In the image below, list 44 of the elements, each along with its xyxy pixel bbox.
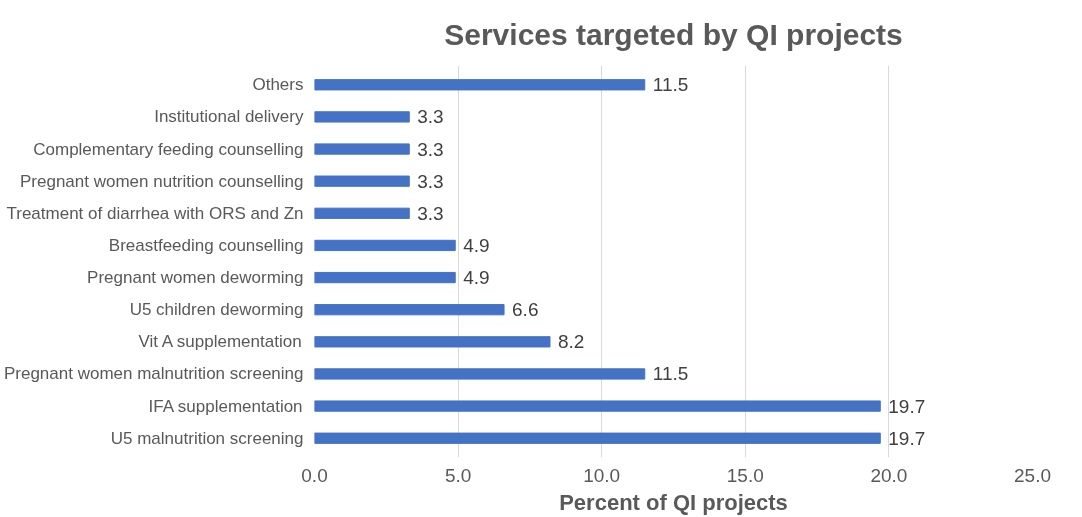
chart-title: Services targeted by QI projects xyxy=(444,17,903,51)
x-tick-label: 15.0 xyxy=(726,464,764,486)
bar xyxy=(314,304,505,316)
x-tick-label: 20.0 xyxy=(870,464,908,486)
y-tick-label: U5 malnutrition screening xyxy=(110,428,304,448)
data-label: 19.7 xyxy=(888,395,926,417)
y-tick-label: Vit A supplementation xyxy=(138,332,302,352)
bar xyxy=(314,79,646,91)
data-label: 11.5 xyxy=(652,74,689,96)
y-tick-label: Pregnant women nutrition counselling xyxy=(20,171,304,191)
y-tick-label: Breastfeeding counselling xyxy=(108,235,304,255)
data-label: 3.3 xyxy=(417,202,444,224)
bar xyxy=(314,175,410,187)
y-tick-label: Pregnant women deworming xyxy=(87,268,304,288)
bar xyxy=(314,336,551,348)
data-label: 11.5 xyxy=(652,363,689,385)
x-tick-label: 0.0 xyxy=(301,464,328,486)
x-tick-label: 5.0 xyxy=(444,464,472,486)
bar xyxy=(314,239,456,252)
data-label: 4.9 xyxy=(463,234,490,256)
bar xyxy=(314,368,646,380)
bar xyxy=(314,111,410,123)
y-tick-label: Pregnant women malnutrition screening xyxy=(3,364,304,384)
y-tick-label: Others xyxy=(252,75,304,95)
bar xyxy=(314,271,456,284)
data-label: 3.3 xyxy=(417,138,444,160)
data-label: 3.3 xyxy=(417,170,444,192)
bar xyxy=(314,207,410,219)
data-label: 3.3 xyxy=(417,106,444,128)
y-tick-label: Treatment of diarrhea with ORS and Zn xyxy=(6,203,304,223)
x-tick-label: 10.0 xyxy=(583,464,621,486)
x-axis-title: Percent of QI projects xyxy=(559,489,788,515)
bar xyxy=(314,432,881,444)
y-tick-label: Institutional delivery xyxy=(154,107,304,127)
bar xyxy=(314,143,410,155)
bar xyxy=(314,400,881,412)
y-tick-label: U5 children deworming xyxy=(129,300,304,320)
y-tick-label: Complementary feeding counselling xyxy=(33,139,304,159)
y-tick-label: IFA supplementation xyxy=(148,396,303,416)
x-tick-label: 25.0 xyxy=(1014,464,1051,486)
data-label: 19.7 xyxy=(888,427,926,449)
data-label: 8.2 xyxy=(558,331,585,353)
data-label: 4.9 xyxy=(463,267,490,289)
data-label: 6.6 xyxy=(512,299,539,321)
